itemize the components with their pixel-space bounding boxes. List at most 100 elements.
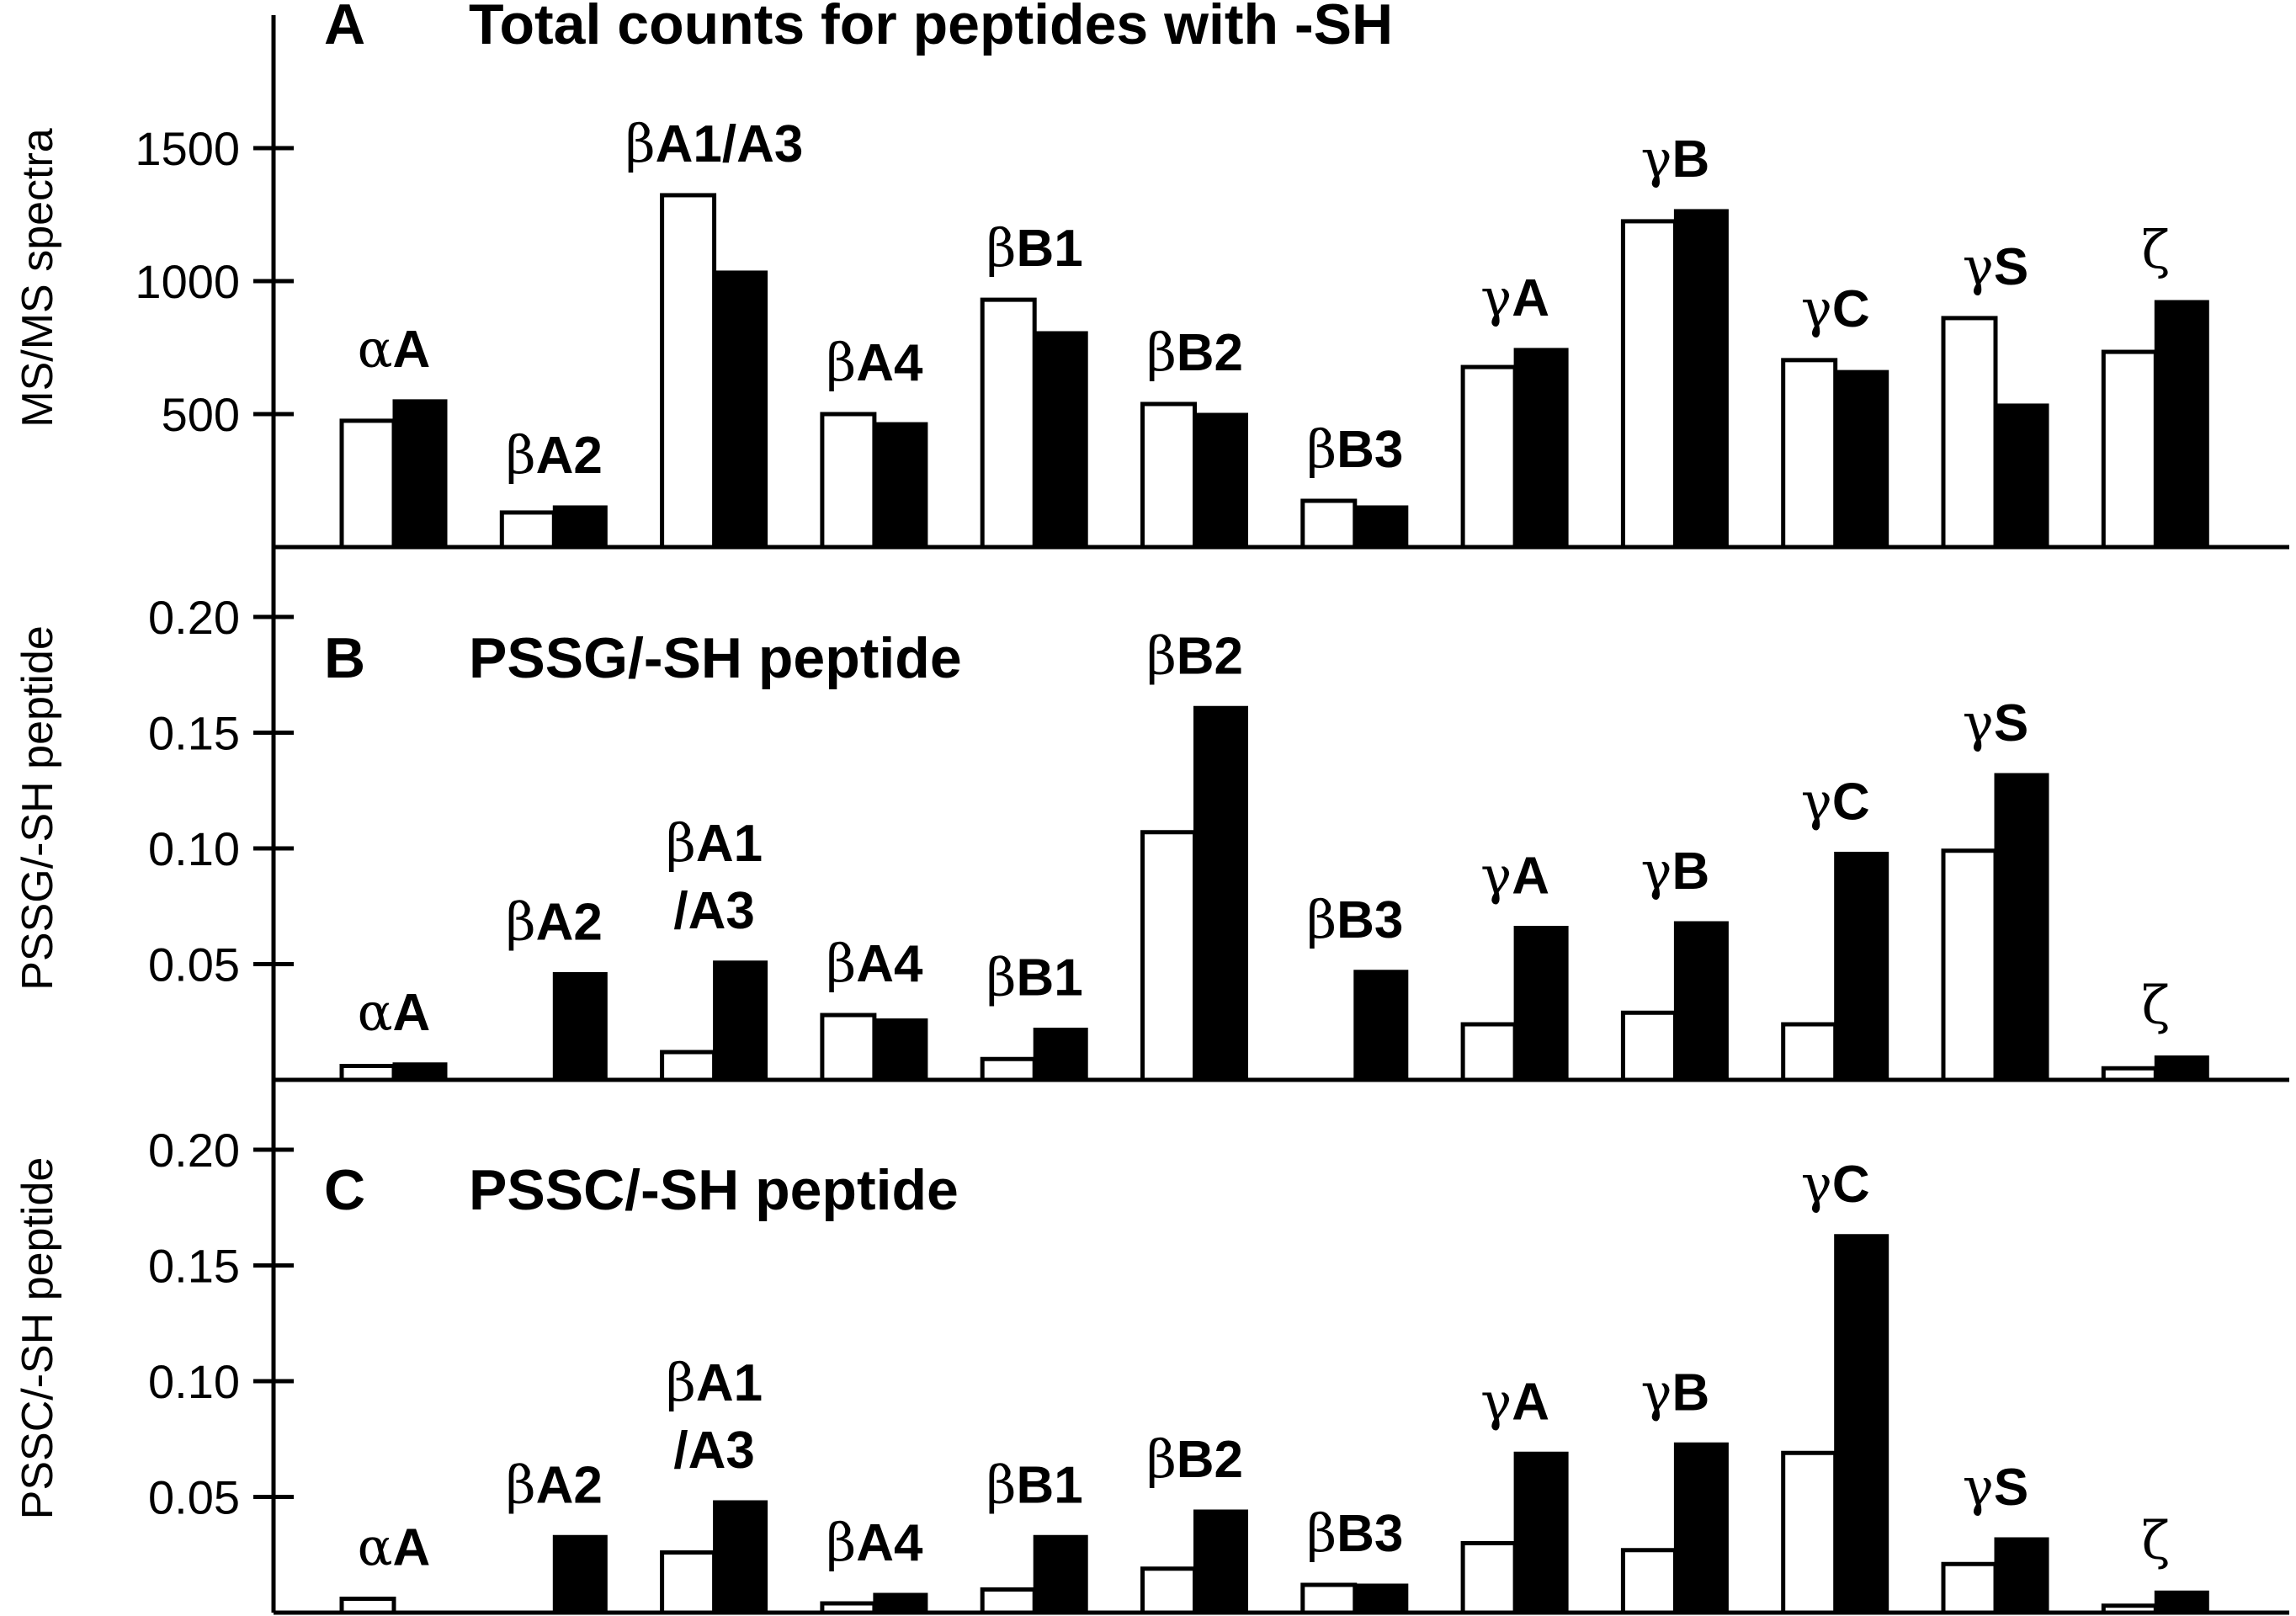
bar-open bbox=[2101, 1066, 2158, 1082]
bar-filled bbox=[1513, 1451, 1569, 1614]
bar-filled bbox=[2154, 300, 2209, 549]
bar-filled bbox=[552, 505, 608, 549]
bar-filled bbox=[1834, 369, 1889, 549]
y-axis-title: PSSC/-SH peptide bbox=[13, 1157, 62, 1520]
panel-letter: C bbox=[324, 1158, 365, 1222]
bar-filled bbox=[713, 270, 768, 549]
bar-open bbox=[660, 193, 717, 550]
bar-filled bbox=[552, 972, 608, 1082]
bar-open bbox=[980, 1587, 1037, 1615]
y-tick-label: 0.10 bbox=[148, 1355, 240, 1408]
bar-group: ζ bbox=[2101, 975, 2209, 1082]
bar-open bbox=[1460, 1541, 1517, 1615]
category-label: βA1/A3 bbox=[625, 113, 804, 174]
y-tick-label: 0.15 bbox=[148, 1240, 240, 1293]
bar-group: βB1 bbox=[980, 1454, 1088, 1615]
category-label: βB3 bbox=[1306, 418, 1403, 480]
category-label: βA4 bbox=[826, 933, 923, 994]
bar-group: γA bbox=[1460, 845, 1569, 1082]
bar-open bbox=[660, 1050, 717, 1082]
bar-group: γC bbox=[1781, 1153, 1889, 1615]
bar-filled bbox=[1673, 209, 1729, 549]
bar-group: γC bbox=[1781, 278, 1889, 550]
y-tick-label: 0.05 bbox=[148, 1471, 240, 1524]
category-label: βA4 bbox=[826, 332, 923, 393]
panel-b: 0.05 0.10 0.15 0.20 PSSG/-SH peptide B PSSG/-S… bbox=[13, 547, 2289, 1082]
category-label: γB bbox=[1640, 128, 1709, 189]
bar-filled bbox=[1193, 412, 1248, 549]
bar-group: γS bbox=[1941, 236, 2049, 550]
bar-filled bbox=[1994, 403, 2049, 549]
category-label: αA bbox=[358, 1517, 431, 1578]
category-label: /A3 bbox=[673, 882, 754, 940]
bar-open bbox=[1620, 1548, 1677, 1615]
bar-filled bbox=[392, 1062, 448, 1082]
category-label: βB3 bbox=[1306, 1502, 1403, 1564]
panel-title: PSSG/-SH peptide bbox=[469, 626, 962, 690]
bar-open bbox=[1460, 364, 1517, 550]
bar-group: γB bbox=[1620, 840, 1729, 1082]
bar-filled bbox=[1033, 331, 1088, 549]
panel-letter: A bbox=[324, 0, 365, 56]
bar-group: βA4 bbox=[820, 332, 928, 550]
panel-title: Total counts for peptides with -SH bbox=[469, 0, 1393, 56]
bar-group: γA bbox=[1460, 267, 1569, 550]
bar-open bbox=[499, 510, 556, 550]
y-tick-label: 1000 bbox=[135, 255, 240, 308]
bar-filled bbox=[713, 960, 768, 1082]
bar-open bbox=[2101, 349, 2158, 550]
category-label: γS bbox=[1963, 1456, 2028, 1518]
bar-group: βA2 bbox=[499, 424, 608, 550]
bar-group: γB bbox=[1620, 1361, 1729, 1615]
bar-group: βA4 bbox=[820, 933, 928, 1082]
bar-open bbox=[1300, 1582, 1358, 1615]
bar-open bbox=[1300, 498, 1358, 550]
bar-open bbox=[1140, 830, 1197, 1082]
bar-filled bbox=[1353, 505, 1409, 549]
bar-group: βB3 bbox=[1300, 418, 1409, 550]
category-label: βA1 bbox=[666, 812, 763, 874]
panel-a: 500 1000 1500 MS/MS spectra A Total counts fo… bbox=[13, 0, 2289, 550]
bar-filled bbox=[1193, 1509, 1248, 1614]
bar-filled bbox=[1193, 705, 1248, 1082]
bar-filled bbox=[1994, 1537, 2049, 1614]
bar-filled bbox=[873, 1592, 928, 1614]
bar-open bbox=[820, 412, 877, 550]
category-label: γC bbox=[1801, 771, 1870, 832]
category-label: βB2 bbox=[1146, 322, 1243, 383]
category-label: γS bbox=[1963, 236, 2028, 297]
bar-filled bbox=[1673, 1442, 1729, 1614]
bar-group: βA2 bbox=[506, 891, 608, 1082]
bar-filled bbox=[1033, 1534, 1088, 1614]
bar-filled bbox=[1353, 1583, 1409, 1614]
bar-open bbox=[1620, 219, 1677, 550]
bar-open bbox=[1781, 1022, 1838, 1082]
bar-group: γS bbox=[1941, 1456, 2049, 1615]
bar-filled bbox=[1834, 1234, 1889, 1614]
bar-group: αA bbox=[339, 1517, 431, 1615]
category-label: ζ bbox=[2141, 1509, 2170, 1571]
bar-open bbox=[1941, 316, 1998, 550]
y-tick-label: 0.20 bbox=[148, 1124, 240, 1177]
bar-group: βB3 bbox=[1300, 1502, 1409, 1615]
category-label: βA1 bbox=[666, 1352, 763, 1413]
bar-filled bbox=[1513, 926, 1569, 1082]
bar-group: βB2 bbox=[1140, 1428, 1248, 1615]
panel-title: PSSC/-SH peptide bbox=[469, 1158, 959, 1222]
bar-filled bbox=[1673, 921, 1729, 1082]
bar-group: γB bbox=[1620, 128, 1729, 550]
bar-open bbox=[339, 1597, 396, 1615]
y-tick-label: 0.20 bbox=[148, 591, 240, 644]
bar-filled bbox=[2154, 1055, 2209, 1082]
bar-group: ζ bbox=[2101, 219, 2209, 550]
bar-open bbox=[339, 418, 396, 550]
bar-filled bbox=[1994, 773, 2049, 1082]
bar-filled bbox=[1033, 1028, 1088, 1082]
bar-filled bbox=[873, 422, 928, 549]
bar-filled bbox=[713, 1500, 768, 1614]
category-label: γC bbox=[1801, 1153, 1870, 1215]
category-label: γA bbox=[1480, 1370, 1549, 1432]
bar-group: βB1 bbox=[980, 947, 1088, 1082]
